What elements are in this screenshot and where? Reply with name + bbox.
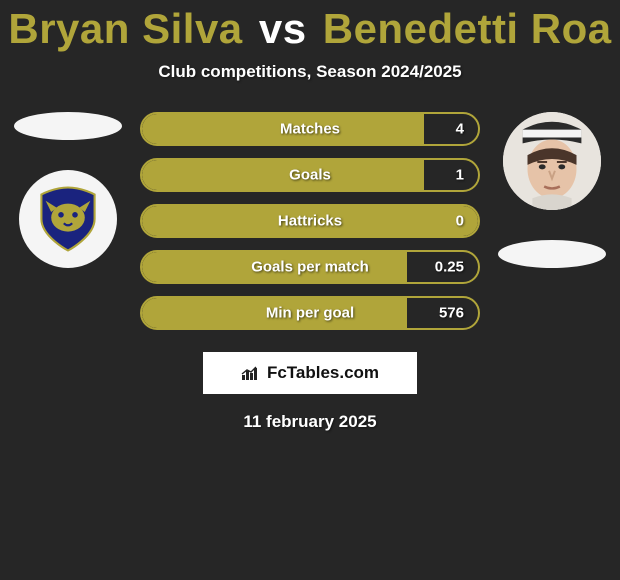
player1-club-badge (19, 170, 117, 268)
subtitle: Club competitions, Season 2024/2025 (0, 62, 620, 82)
player2-photo (503, 112, 601, 210)
stat-label: Matches (280, 121, 340, 138)
stat-fill (142, 160, 424, 190)
stat-label: Goals per match (251, 259, 369, 276)
player2-club-badge-placeholder (498, 240, 606, 268)
stat-row: Goals 1 (140, 158, 480, 192)
right-column (492, 112, 612, 268)
player1-photo-placeholder (14, 112, 122, 140)
left-column (8, 112, 128, 268)
stat-row: Matches 4 (140, 112, 480, 146)
pumas-badge-icon (33, 184, 103, 254)
stat-label: Hattricks (278, 213, 342, 230)
stat-row: Min per goal 576 (140, 296, 480, 330)
stat-value: 4 (456, 121, 464, 138)
stat-label: Goals (289, 167, 331, 184)
stats-list: Matches 4 Goals 1 Hattricks 0 Goals per match 0… (140, 112, 480, 330)
branding-banner: FcTables.com (203, 352, 417, 394)
stat-value: 1 (456, 167, 464, 184)
title-player1: Bryan Silva (8, 5, 242, 52)
branding-text: FcTables.com (267, 363, 379, 383)
stat-value: 0 (456, 213, 464, 230)
page-title: Bryan Silva vs Benedetti Roa (0, 0, 620, 52)
player2-face-icon (503, 112, 601, 210)
date-label: 11 february 2025 (0, 412, 620, 432)
title-player2: Benedetti Roa (323, 5, 612, 52)
title-vs: vs (259, 5, 307, 52)
content-area: Matches 4 Goals 1 Hattricks 0 Goals per match 0… (0, 112, 620, 330)
stat-row: Goals per match 0.25 (140, 250, 480, 284)
stat-value: 0.25 (435, 259, 464, 276)
bar-chart-icon (241, 365, 261, 381)
stat-label: Min per goal (266, 305, 354, 322)
stat-value: 576 (439, 305, 464, 322)
stat-row: Hattricks 0 (140, 204, 480, 238)
